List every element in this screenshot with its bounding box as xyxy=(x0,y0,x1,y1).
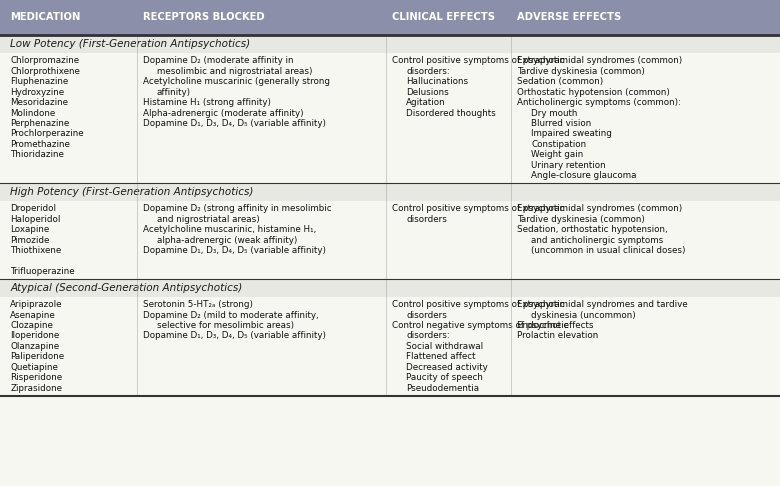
Text: Dopamine D₂ (moderate affinity in: Dopamine D₂ (moderate affinity in xyxy=(143,56,293,65)
Bar xyxy=(0,297,780,396)
Text: Control negative symptoms of psychotic: Control negative symptoms of psychotic xyxy=(392,321,569,330)
Text: Agitation: Agitation xyxy=(406,98,446,107)
Text: Low Potency (First-Generation Antipsychotics): Low Potency (First-Generation Antipsycho… xyxy=(10,39,250,49)
Text: Ziprasidone: Ziprasidone xyxy=(10,383,62,393)
Bar xyxy=(0,53,780,183)
Text: Aripiprazole: Aripiprazole xyxy=(10,300,62,309)
Text: Decreased activity: Decreased activity xyxy=(406,363,488,372)
Text: Atypical (Second-Generation Antipsychotics): Atypical (Second-Generation Antipsychoti… xyxy=(10,283,243,293)
Text: Serotonin 5-HT₂ₐ (strong): Serotonin 5-HT₂ₐ (strong) xyxy=(143,300,253,309)
Text: Trifluoperazine: Trifluoperazine xyxy=(10,267,75,276)
Text: Tardive dyskinesia (common): Tardive dyskinesia (common) xyxy=(517,215,645,224)
Text: Extrapyramidal syndromes and tardive: Extrapyramidal syndromes and tardive xyxy=(517,300,688,309)
Text: mesolimbic and nigrostriatal areas): mesolimbic and nigrostriatal areas) xyxy=(157,67,312,76)
Text: Pimozide: Pimozide xyxy=(10,236,49,244)
Text: (uncommon in usual clinical doses): (uncommon in usual clinical doses) xyxy=(531,246,686,255)
Text: Hydroxyzine: Hydroxyzine xyxy=(10,87,64,97)
Bar xyxy=(0,35,780,53)
Text: Weight gain: Weight gain xyxy=(531,150,583,159)
Text: disorders: disorders xyxy=(406,215,447,224)
Text: Flattened affect: Flattened affect xyxy=(406,352,476,362)
Text: Control positive symptoms of psychotic: Control positive symptoms of psychotic xyxy=(392,204,565,213)
Text: Fluphenazine: Fluphenazine xyxy=(10,77,69,86)
Text: selective for mesolimbic areas): selective for mesolimbic areas) xyxy=(157,321,294,330)
Text: Social withdrawal: Social withdrawal xyxy=(406,342,484,351)
Text: Dopamine D₁, D₃, D₄, D₅ (variable affinity): Dopamine D₁, D₃, D₄, D₅ (variable affini… xyxy=(143,246,326,255)
Text: Clozapine: Clozapine xyxy=(10,321,53,330)
Text: and anticholinergic symptoms: and anticholinergic symptoms xyxy=(531,236,664,244)
Text: Control positive symptoms of psychotic: Control positive symptoms of psychotic xyxy=(392,56,565,65)
Text: Blurred vision: Blurred vision xyxy=(531,119,591,128)
Text: Paliperidone: Paliperidone xyxy=(10,352,64,362)
Text: Extrapyramidal syndromes (common): Extrapyramidal syndromes (common) xyxy=(517,204,682,213)
Text: disorders:: disorders: xyxy=(406,67,450,76)
Text: Impaired sweating: Impaired sweating xyxy=(531,129,612,139)
Text: and nigrostriatal areas): and nigrostriatal areas) xyxy=(157,215,260,224)
Text: Tardive dyskinesia (common): Tardive dyskinesia (common) xyxy=(517,67,645,76)
Text: Mesoridazine: Mesoridazine xyxy=(10,98,68,107)
Text: Thioridazine: Thioridazine xyxy=(10,150,64,159)
Text: Acetylcholine muscarinic (generally strong: Acetylcholine muscarinic (generally stro… xyxy=(143,77,330,86)
Text: Acetylcholine muscarinic, histamine H₁,: Acetylcholine muscarinic, histamine H₁, xyxy=(143,225,316,234)
Text: Loxapine: Loxapine xyxy=(10,225,49,234)
Text: Angle-closure glaucoma: Angle-closure glaucoma xyxy=(531,171,636,180)
Text: Dopamine D₁, D₃, D₄, D₅ (variable affinity): Dopamine D₁, D₃, D₄, D₅ (variable affini… xyxy=(143,119,326,128)
Text: Paucity of speech: Paucity of speech xyxy=(406,373,484,382)
Text: Asenapine: Asenapine xyxy=(10,311,56,320)
Text: disorders:: disorders: xyxy=(406,331,450,341)
Text: Endocrine effects: Endocrine effects xyxy=(517,321,594,330)
Text: Haloperidol: Haloperidol xyxy=(10,215,61,224)
Text: Orthostatic hypotension (common): Orthostatic hypotension (common) xyxy=(517,87,670,97)
Bar xyxy=(0,183,780,202)
Text: RECEPTORS BLOCKED: RECEPTORS BLOCKED xyxy=(143,13,264,22)
Text: Urinary retention: Urinary retention xyxy=(531,161,606,170)
Text: Perphenazine: Perphenazine xyxy=(10,119,69,128)
Bar xyxy=(0,0,780,35)
Text: Hallucinations: Hallucinations xyxy=(406,77,469,86)
Text: alpha-adrenergic (weak affinity): alpha-adrenergic (weak affinity) xyxy=(157,236,297,244)
Text: Pseudodementia: Pseudodementia xyxy=(406,383,480,393)
Text: Droperidol: Droperidol xyxy=(10,204,56,213)
Text: Iloperidone: Iloperidone xyxy=(10,331,59,341)
Text: Risperidone: Risperidone xyxy=(10,373,62,382)
Text: Dopamine D₂ (mild to moderate affinity,: Dopamine D₂ (mild to moderate affinity, xyxy=(143,311,318,320)
Text: Molindone: Molindone xyxy=(10,108,55,118)
Text: Dopamine D₂ (strong affinity in mesolimbic: Dopamine D₂ (strong affinity in mesolimb… xyxy=(143,204,332,213)
Text: Delusions: Delusions xyxy=(406,87,449,97)
Text: Quetiapine: Quetiapine xyxy=(10,363,58,372)
Text: Constipation: Constipation xyxy=(531,140,587,149)
Text: dyskinesia (uncommon): dyskinesia (uncommon) xyxy=(531,311,636,320)
Text: Prolactin elevation: Prolactin elevation xyxy=(517,331,598,341)
Text: Anticholinergic symptoms (common):: Anticholinergic symptoms (common): xyxy=(517,98,681,107)
Text: disorders: disorders xyxy=(406,311,447,320)
Bar xyxy=(0,202,780,279)
Text: Extrapyramidal syndromes (common): Extrapyramidal syndromes (common) xyxy=(517,56,682,65)
Text: ADVERSE EFFECTS: ADVERSE EFFECTS xyxy=(517,13,622,22)
Text: Promethazine: Promethazine xyxy=(10,140,70,149)
Text: Control positive symptoms of psychotic: Control positive symptoms of psychotic xyxy=(392,300,565,309)
Text: Dopamine D₁, D₃, D₄, D₅ (variable affinity): Dopamine D₁, D₃, D₄, D₅ (variable affini… xyxy=(143,331,326,341)
Text: MEDICATION: MEDICATION xyxy=(10,13,80,22)
Text: Dry mouth: Dry mouth xyxy=(531,108,577,118)
Text: High Potency (First-Generation Antipsychotics): High Potency (First-Generation Antipsych… xyxy=(10,187,254,197)
Text: Olanzapine: Olanzapine xyxy=(10,342,59,351)
Text: Sedation, orthostatic hypotension,: Sedation, orthostatic hypotension, xyxy=(517,225,668,234)
Text: Prochlorperazine: Prochlorperazine xyxy=(10,129,83,139)
Text: Alpha-adrenergic (moderate affinity): Alpha-adrenergic (moderate affinity) xyxy=(143,108,303,118)
Bar xyxy=(0,279,780,297)
Text: Disordered thoughts: Disordered thoughts xyxy=(406,108,496,118)
Text: CLINICAL EFFECTS: CLINICAL EFFECTS xyxy=(392,13,495,22)
Text: Sedation (common): Sedation (common) xyxy=(517,77,604,86)
Text: Histamine H₁ (strong affinity): Histamine H₁ (strong affinity) xyxy=(143,98,271,107)
Text: Chlorprothixene: Chlorprothixene xyxy=(10,67,80,76)
Text: Thiothixene: Thiothixene xyxy=(10,246,62,255)
Text: affinity): affinity) xyxy=(157,87,191,97)
Text: Chlorpromazine: Chlorpromazine xyxy=(10,56,80,65)
